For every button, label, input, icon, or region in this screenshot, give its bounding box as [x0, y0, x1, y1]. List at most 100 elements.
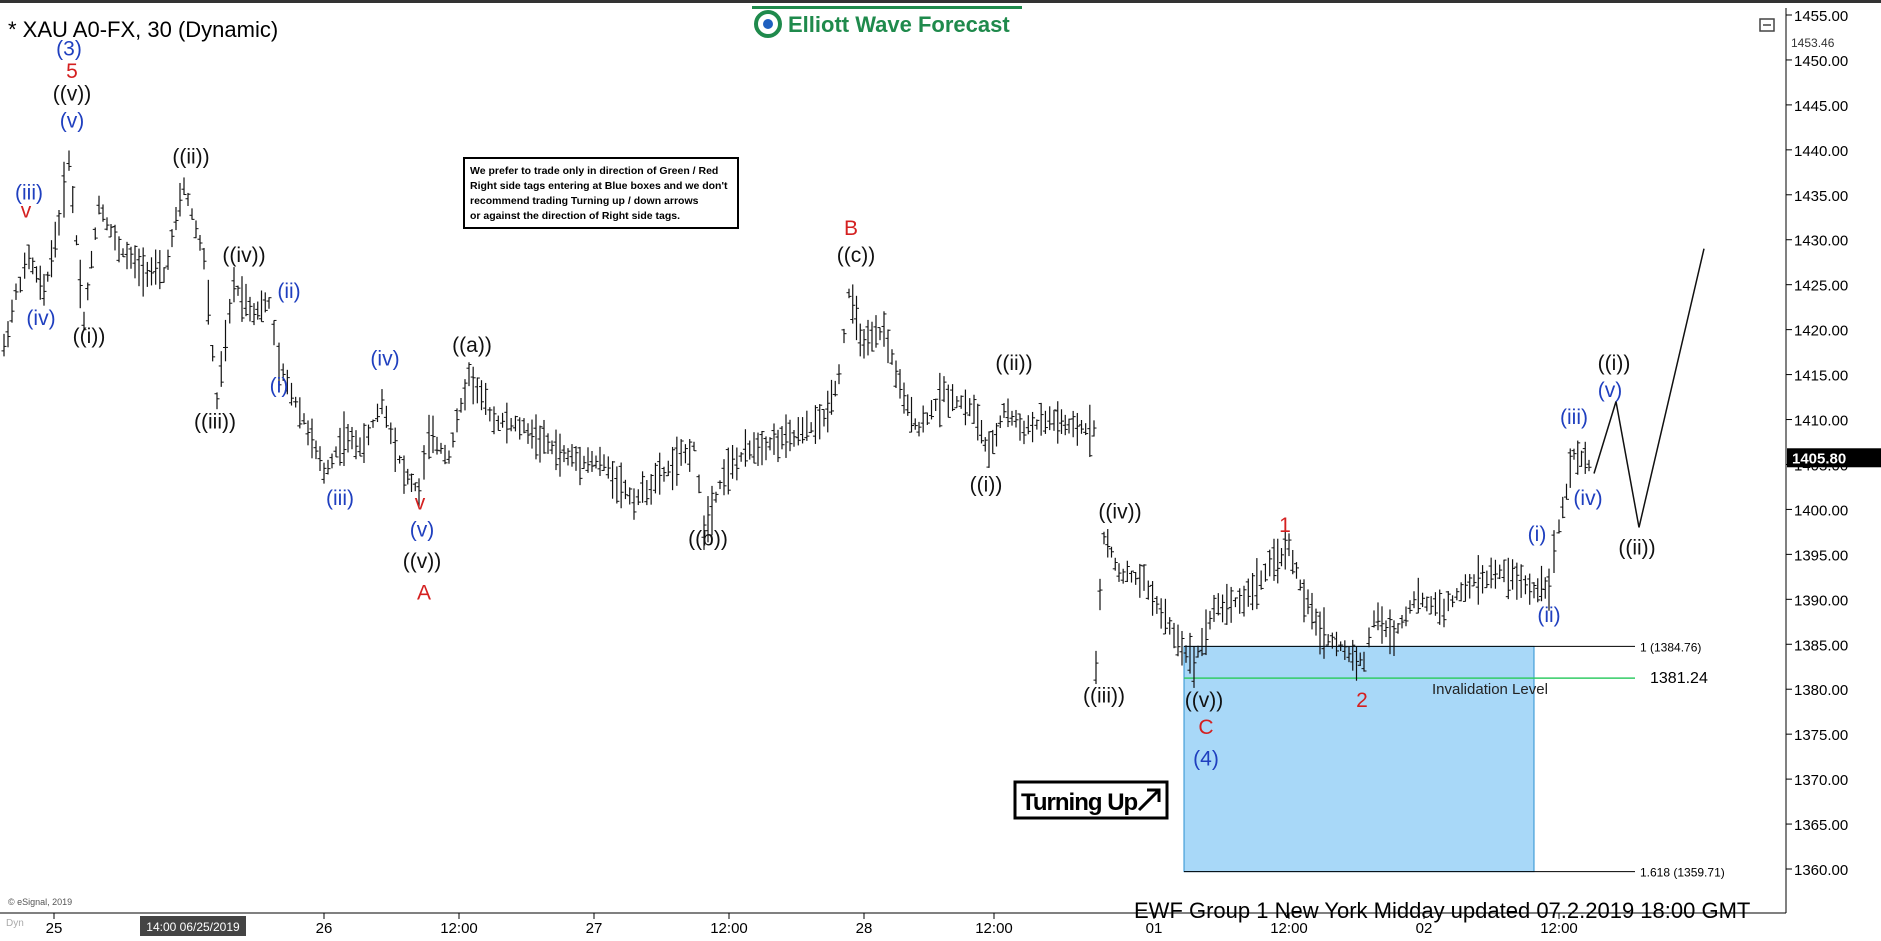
x-tick-label: 12:00: [1270, 920, 1308, 937]
y-tick-label: 1400.00: [1794, 502, 1848, 519]
level-label: 1.618 (1359.71): [1640, 866, 1725, 880]
wave-label: C: [1198, 716, 1213, 739]
turning-up-label: Turning Up: [1021, 789, 1138, 816]
x-tick-label: 12:00: [710, 920, 748, 937]
y-tick-label: 1425.00: [1794, 278, 1848, 295]
top-border: [0, 0, 1881, 3]
wave-label: (iv): [370, 348, 399, 371]
wave-label: ((v)): [403, 550, 441, 573]
turning-up-frame: [1013, 780, 1169, 820]
y-tick-label: 1435.00: [1794, 188, 1848, 205]
level-label: 1 (1384.76): [1640, 640, 1701, 654]
turning-up-badge: Turning Up: [1013, 780, 1169, 820]
trade-note-frame: [463, 157, 739, 229]
time-tag-label: 14:00 06/25/2019: [146, 920, 240, 934]
arrow-up-right-icon: [1137, 788, 1161, 812]
wave-label: ((v)): [53, 82, 91, 105]
x-axis: 25 26 12:00 27 12:00 28 12:00 01 12:00 02 12:00 14:…: [46, 913, 1578, 937]
wave-label: (v): [410, 518, 435, 541]
y-tick-label: 1445.00: [1794, 98, 1848, 115]
symbol-title: * XAU A0-FX, 30 (Dynamic): [8, 17, 278, 42]
level-label: 1381.24: [1650, 670, 1708, 687]
y-tick-label: 1455.00: [1794, 8, 1848, 25]
x-tick-label: 26: [316, 920, 333, 937]
wave-label: A: [417, 581, 431, 604]
y-tick-label: 1420.00: [1794, 323, 1848, 340]
logo-mark-center-icon: [763, 19, 773, 29]
wave-label: (i): [1528, 523, 1547, 546]
logo-underline: [752, 6, 1022, 9]
wave-label: ((c)): [837, 244, 875, 267]
note-line-1: We prefer to trade only in direction of …: [470, 165, 718, 177]
note-line-4: or against the direction of Right side t…: [470, 210, 680, 222]
wave-label: 5: [66, 60, 78, 83]
dyn-label: Dyn: [6, 918, 24, 929]
blue-box-zone: [1183, 645, 1535, 873]
x-tick-label: 02: [1416, 920, 1433, 937]
wave-label: (iv): [26, 307, 55, 330]
wave-label: ((ii)): [172, 145, 209, 168]
wave-label: (v): [1598, 379, 1623, 402]
x-tick-label: 27: [586, 920, 603, 937]
y-tick-label: 1395.00: [1794, 547, 1848, 564]
note-line-2: Right side tags entering at Blue boxes a…: [470, 180, 728, 192]
wave-label: ((iv)): [222, 244, 265, 267]
wave-label: ((v)): [1185, 689, 1223, 712]
y-tick-label: 1430.00: [1794, 233, 1848, 250]
x-tick-label: 12:00: [440, 920, 478, 937]
y-tick-label: 1450.00: [1794, 53, 1848, 70]
wave-label: (ii): [1537, 604, 1560, 627]
wave-label: (iv): [1573, 487, 1602, 510]
y-tick-label: 1385.00: [1794, 637, 1848, 654]
y-tick-label: 1370.00: [1794, 772, 1848, 789]
wave-label: ((i)): [1598, 352, 1631, 375]
wave-label: ((iii)): [194, 411, 236, 434]
x-tick-label: 28: [856, 920, 873, 937]
time-tag-bg: [140, 916, 246, 936]
logo: Elliott Wave Forecast: [752, 6, 1022, 38]
x-tick-label: 01: [1146, 920, 1163, 937]
y-tick-label: 1390.00: [1794, 592, 1848, 609]
wave-label: (ii): [277, 280, 300, 303]
wave-label: (i): [270, 375, 289, 398]
projection-path: [1593, 248, 1705, 528]
high-marker-label: 1453.46: [1791, 36, 1835, 50]
wave-label: ((ii)): [995, 352, 1032, 375]
wave-label: v: [415, 491, 426, 514]
y-tick-label: 1415.00: [1794, 368, 1848, 385]
y-axis: 1360.00 1365.00 1370.00 1375.00 1380.00 1385.…: [1786, 8, 1881, 879]
wave-label: (4): [1193, 748, 1219, 771]
plot-area: 1 (1384.76) 1381.24 1.618 (1359.71) Invalid…: [1, 37, 1725, 880]
note-line-3: recommend trading Turning up / down arro…: [470, 195, 699, 207]
y-tick-label: 1440.00: [1794, 143, 1848, 160]
y-tick-label: 1365.00: [1794, 817, 1848, 834]
footer-text: EWF Group 1 New York Midday updated 07.2…: [1134, 898, 1750, 923]
last-price-label: 1405.80: [1792, 450, 1846, 467]
wave-label: (iii): [326, 487, 354, 510]
wave-label: ((ii)): [1618, 536, 1655, 559]
trade-note-box: We prefer to trade only in direction of …: [463, 157, 739, 229]
wave-label: (iii): [1560, 406, 1588, 429]
y-tick-label: 1375.00: [1794, 727, 1848, 744]
wave-label: ((a)): [452, 334, 492, 357]
y-tick-label: 1360.00: [1794, 862, 1848, 879]
wave-label: 2: [1356, 689, 1368, 712]
wave-label: (v): [60, 109, 85, 132]
y-tick-label: 1410.00: [1794, 413, 1848, 430]
wave-label: ((iii)): [1083, 685, 1125, 708]
wave-label: B: [844, 217, 858, 240]
last-price-tag: [1787, 448, 1881, 468]
wave-label: v: [21, 199, 32, 222]
wave-label: ((b)): [688, 527, 728, 550]
wave-label: (iii): [15, 181, 43, 204]
wave-label: (3): [56, 37, 82, 60]
copyright-text: © eSignal, 2019: [8, 897, 72, 907]
invalidation-label: Invalidation Level: [1432, 681, 1548, 698]
panel-menu-icon[interactable]: [1759, 18, 1775, 32]
logo-text: Elliott Wave Forecast: [788, 12, 1010, 37]
wave-label: ((i)): [73, 325, 106, 348]
wave-label: ((i)): [970, 473, 1003, 496]
wave-label: 1: [1279, 514, 1291, 537]
wave-label: ((iv)): [1098, 500, 1141, 523]
x-tick-label: 25: [46, 920, 63, 937]
